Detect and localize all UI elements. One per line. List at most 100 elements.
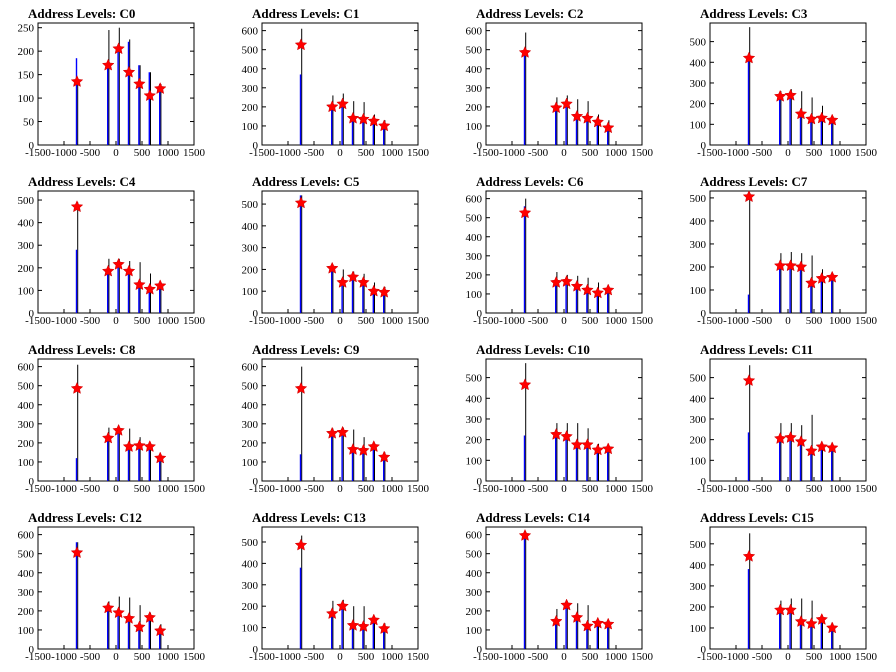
x-tick-label: 1000 (829, 483, 852, 495)
x-tick-label: 500 (806, 651, 823, 663)
peak-marker (581, 283, 594, 296)
y-tick-label: 0 (29, 308, 35, 320)
chart-title: Address Levels: C5 (252, 174, 360, 189)
y-tick-label: 200 (690, 262, 707, 274)
x-tick-label: -1500 (697, 315, 723, 327)
y-tick-label: 0 (477, 476, 483, 488)
x-tick-label: 1500 (631, 147, 654, 159)
peak-marker (549, 101, 563, 114)
y-tick-label: 500 (18, 381, 35, 393)
y-tick-label: 150 (18, 70, 35, 82)
y-tick-label: 0 (477, 308, 483, 320)
y-tick-label: 0 (253, 308, 259, 320)
peak-marker (336, 425, 349, 438)
x-tick-label: 0 (113, 147, 119, 159)
x-tick-label: -1000 (499, 147, 525, 159)
x-tick-label: 1000 (381, 315, 404, 327)
chart-title: Address Levels: C1 (252, 6, 360, 21)
chart-title: Address Levels: C9 (252, 342, 360, 357)
x-tick-label: -1000 (499, 315, 525, 327)
y-tick-label: 100 (466, 625, 483, 637)
y-tick-label: 300 (466, 83, 483, 95)
peak-marker (143, 440, 157, 453)
peak-marker (294, 381, 308, 394)
y-tick-label: 100 (242, 457, 259, 469)
chart-plot: 0 100 200 300 400 500 600 -1500 -1000 -500 0 500 100… (466, 22, 654, 159)
chart-panel: Address Levels: C10 0 100 200 300 400 500 -1500… (448, 336, 672, 504)
x-tick-label: 1500 (407, 147, 430, 159)
peak-marker (377, 622, 391, 635)
y-tick-label: 300 (242, 580, 259, 592)
y-tick-label: 400 (466, 393, 483, 405)
peak-marker (570, 610, 584, 623)
y-tick-label: 400 (242, 400, 259, 412)
peak-marker (112, 257, 125, 270)
peak-marker (153, 279, 167, 292)
y-tick-label: 600 (466, 26, 483, 38)
peak-marker (601, 283, 615, 296)
chart-title: Address Levels: C13 (252, 510, 366, 525)
peak-marker (357, 112, 370, 125)
x-tick-label: 0 (337, 315, 343, 327)
chart-panel: Address Levels: C15 0 100 200 300 400 500 -1500… (672, 504, 896, 672)
chart-plot: 0 100 200 300 400 500 -1500 -1000 -500 0 500 1000 15… (690, 526, 878, 663)
chart-panel: Address Levels: C4 0 100 200 300 400 500 -1500-… (0, 168, 224, 336)
y-tick-label: 500 (466, 45, 483, 57)
peak-marker (581, 619, 594, 632)
peak-marker (601, 617, 615, 630)
peak-marker (518, 45, 532, 58)
x-tick-label: -1500 (473, 651, 499, 663)
y-tick-label: 500 (242, 45, 259, 57)
x-tick-label: 1000 (605, 315, 628, 327)
x-tick-label: 1500 (407, 315, 430, 327)
chart-panel: Address Levels: C14 0 100 200 300 400 500 600 -1… (448, 504, 672, 672)
peak-marker (153, 624, 167, 637)
y-tick-label: 100 (242, 121, 259, 133)
y-tick-label: 400 (466, 232, 483, 244)
x-tick-label: -1000 (51, 651, 77, 663)
x-tick-label: 0 (561, 147, 567, 159)
peak-marker (591, 616, 605, 629)
peak-marker (560, 598, 573, 611)
peak-marker (346, 442, 360, 455)
chart-plot: 0 100 200 300 400 500 600 -1500 -1000 -500 0 500 100… (18, 526, 206, 663)
chart-title: Address Levels: C3 (700, 6, 808, 21)
x-tick-label: -1500 (697, 147, 723, 159)
peak-marker (377, 285, 391, 298)
x-tick-label: -1500 (473, 147, 499, 159)
x-tick-label: -1500 (249, 147, 275, 159)
x-tick-label: -1000 (275, 651, 301, 663)
x-tick-label: 0 (561, 483, 567, 495)
peak-marker (805, 617, 818, 630)
plot-frame (37, 526, 195, 650)
y-tick-label: 0 (701, 308, 707, 320)
chart-plot: 0 100 200 300 400 500 600 -1500 -1000 -500 0 500 100… (18, 358, 206, 495)
peak-marker (815, 271, 829, 284)
chart-panel: Address Levels: C5 0 100 200 300 400 500 -1500-… (224, 168, 448, 336)
y-tick-label: 600 (242, 26, 259, 38)
peak-marker (336, 599, 349, 612)
y-tick-label: 200 (18, 606, 35, 618)
peak-marker (784, 430, 797, 443)
chart-panel: Address Levels: C8 0 100 200 300 400 500 600 -15… (0, 336, 224, 504)
peak-marker (815, 111, 829, 124)
x-tick-label: -500 (752, 315, 773, 327)
y-tick-label: 300 (242, 83, 259, 95)
x-tick-label: 1000 (157, 651, 180, 663)
peak-marker (549, 275, 563, 288)
peak-marker (825, 113, 839, 126)
y-tick-label: 300 (690, 414, 707, 426)
y-tick-label: 100 (690, 455, 707, 467)
x-tick-label: -500 (304, 147, 325, 159)
y-tick-label: 0 (29, 644, 35, 656)
peak-marker (367, 114, 381, 127)
plot-frame (709, 22, 867, 146)
chart-plot: 0 100 200 300 400 500 600 -1500 -1000 -500 0 500 100… (242, 358, 430, 495)
peak-marker (112, 42, 125, 55)
y-tick-label: 600 (18, 362, 35, 374)
y-tick-label: 300 (18, 419, 35, 431)
peak-marker (518, 378, 532, 391)
x-tick-label: 1500 (407, 483, 430, 495)
peak-marker (805, 112, 818, 125)
peak-marker (549, 427, 563, 440)
